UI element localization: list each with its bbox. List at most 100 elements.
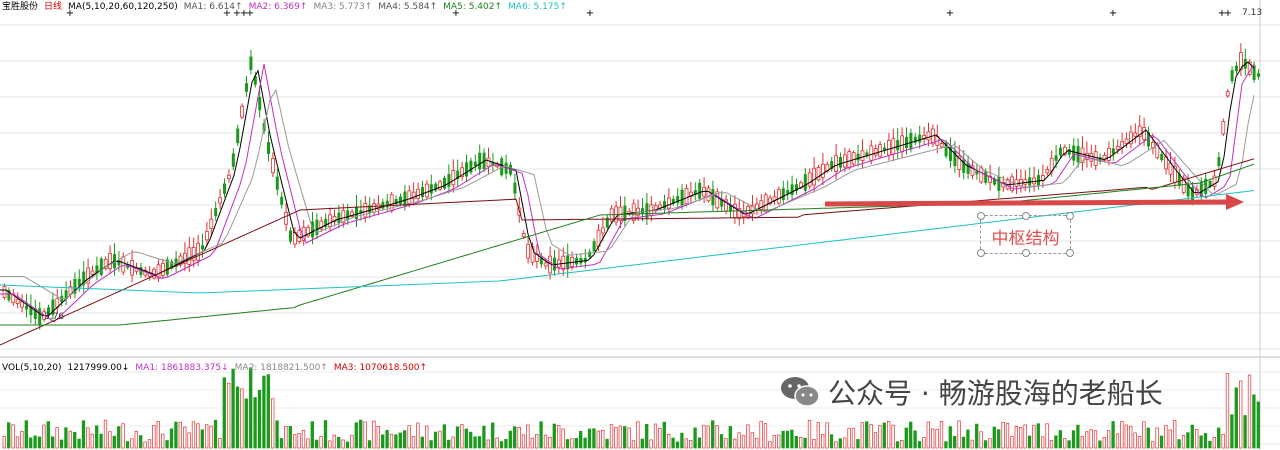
volume-bar: [583, 437, 587, 449]
candle-down: [865, 152, 869, 157]
volume-bar: [816, 422, 820, 449]
volume-bar: [323, 420, 328, 449]
volume-bar: [504, 439, 508, 449]
volume-bar: [433, 431, 438, 449]
annotation-box[interactable]: 中枢结构: [977, 212, 1074, 257]
volume-bar: [486, 439, 490, 449]
candle-up: [878, 144, 882, 157]
candle-up: [957, 155, 962, 170]
candle-up: [543, 262, 548, 267]
candle-down: [1147, 132, 1150, 147]
volume-bar: [328, 440, 332, 449]
volume-bar: [926, 421, 930, 449]
volume-bar: [636, 421, 640, 449]
volume-bar: [11, 424, 15, 449]
volume-bar: [689, 440, 693, 449]
volume-bar: [227, 382, 231, 449]
candle-up: [1063, 146, 1067, 155]
volume-bar: [521, 434, 526, 449]
volume-bar: [821, 433, 825, 449]
candle-up: [270, 158, 275, 174]
candle-up: [860, 150, 865, 162]
top-markers: + + +++ + + + + ++: [66, 8, 1232, 19]
volume-bar: [68, 430, 72, 449]
period-label[interactable]: 日线: [44, 2, 63, 12]
candle-up: [900, 135, 904, 153]
candle-up: [411, 191, 416, 200]
volume-bar: [33, 435, 37, 449]
candle-up: [363, 203, 368, 218]
candle-up: [328, 214, 333, 227]
volume-bar: [240, 388, 244, 449]
candle-up: [284, 212, 289, 225]
candle-up: [1093, 151, 1098, 166]
candle-down: [698, 182, 702, 199]
volume-bar: [517, 427, 521, 449]
candle-down: [1257, 73, 1260, 77]
candle-up: [156, 264, 161, 279]
volume-bar: [191, 421, 196, 449]
volume-bar: [614, 427, 618, 449]
candle-up: [416, 188, 421, 199]
vol-value: 1217999.00↓: [67, 363, 130, 373]
volume-bar: [491, 422, 495, 449]
vol-ma1: MA1: 1861883.375↓: [135, 363, 229, 373]
candle-up: [979, 167, 984, 183]
volume-bar: [315, 439, 319, 449]
volume-bar: [909, 421, 913, 449]
ma6-value: MA6: 5.175↑: [508, 2, 567, 12]
volume-bar: [222, 377, 226, 449]
volume-bar: [997, 429, 1001, 449]
candle-down: [1059, 147, 1062, 156]
volume-bar: [579, 430, 583, 449]
volume-bar: [1036, 423, 1040, 449]
candle-down: [553, 257, 556, 271]
volume-bar: [794, 436, 798, 449]
volume-bar: [1225, 373, 1230, 449]
volume-bar: [103, 419, 108, 449]
volume-bar: [169, 428, 174, 449]
candle-up: [1225, 91, 1230, 97]
volume-bar: [143, 441, 147, 449]
volume-bar: [178, 421, 182, 449]
candle-down: [984, 171, 988, 183]
candle-down: [592, 241, 596, 252]
volume-bar: [1159, 435, 1164, 449]
candle-up: [1124, 138, 1129, 144]
marker-plus: +: [240, 8, 248, 19]
candle-up: [1133, 132, 1138, 137]
candle-up: [1212, 175, 1217, 187]
volume-bar: [733, 438, 737, 449]
volume-bar: [209, 425, 213, 449]
candle-down: [25, 305, 28, 310]
candle-down: [1230, 70, 1234, 82]
candle-down: [29, 305, 33, 316]
candle-down: [663, 201, 666, 209]
volume-bar: [970, 439, 974, 449]
candle-down: [605, 217, 609, 228]
volume-bar: [482, 425, 486, 449]
volume-bar: [1045, 423, 1049, 449]
volume-bar: [1093, 430, 1098, 449]
marker-plus: +: [586, 8, 594, 19]
volume-bar: [755, 437, 759, 449]
volume-bar: [1054, 435, 1058, 449]
candle-up: [341, 210, 346, 224]
candle-down: [443, 177, 446, 189]
candle-down: [38, 308, 42, 326]
candle-down: [856, 153, 860, 161]
volume-bar: [306, 438, 310, 449]
candle-down: [478, 152, 482, 170]
candle-down: [729, 204, 732, 212]
volume-bar: [645, 424, 649, 449]
volume-bar: [1137, 436, 1142, 449]
volume-bar: [1120, 421, 1124, 449]
candle-up: [1089, 153, 1094, 162]
volume-bar: [966, 429, 970, 449]
volume-bar: [108, 431, 112, 449]
candle-up: [160, 262, 165, 276]
volume-bar: [741, 435, 746, 449]
volume-bar: [807, 419, 812, 449]
candle-up: [1115, 145, 1120, 150]
